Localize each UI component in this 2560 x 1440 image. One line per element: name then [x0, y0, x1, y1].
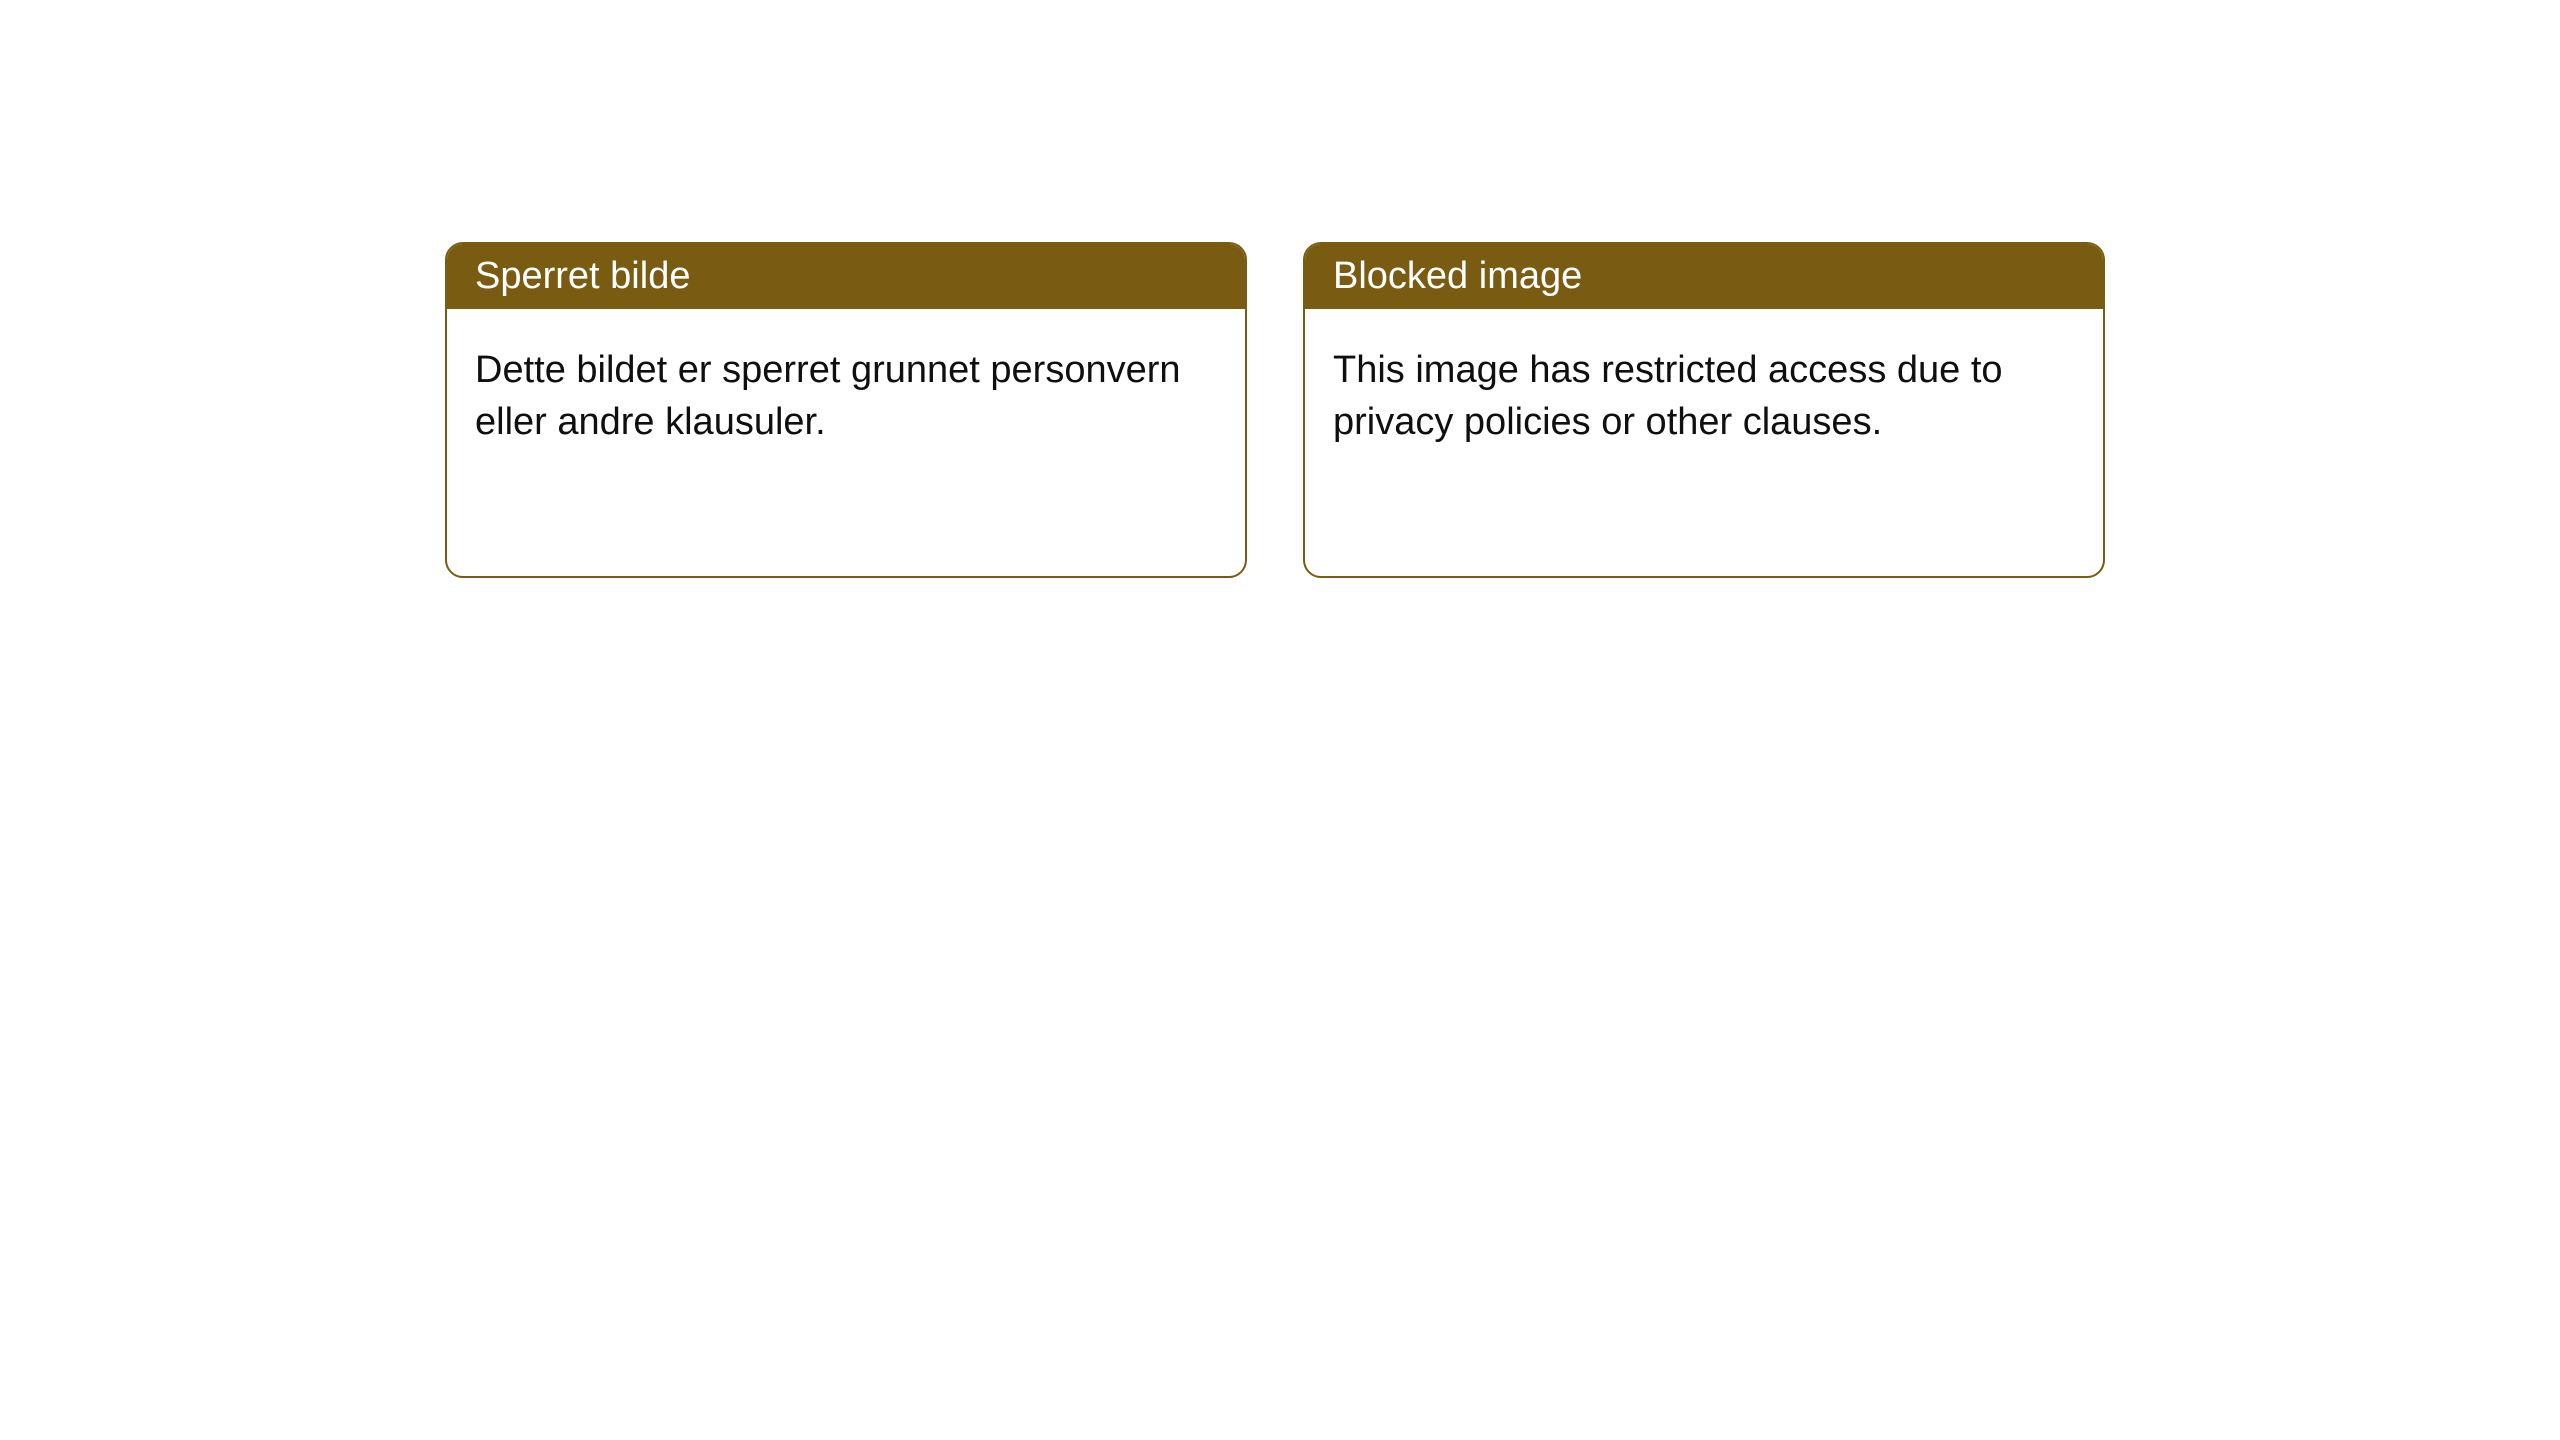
notice-body-english: This image has restricted access due to … [1305, 309, 2103, 484]
notice-header-english: Blocked image [1305, 244, 2103, 309]
notice-header-norwegian: Sperret bilde [447, 244, 1245, 309]
notice-container: Sperret bilde Dette bildet er sperret gr… [0, 0, 2560, 578]
notice-box-norwegian: Sperret bilde Dette bildet er sperret gr… [445, 242, 1247, 578]
notice-box-english: Blocked image This image has restricted … [1303, 242, 2105, 578]
notice-body-norwegian: Dette bildet er sperret grunnet personve… [447, 309, 1245, 484]
